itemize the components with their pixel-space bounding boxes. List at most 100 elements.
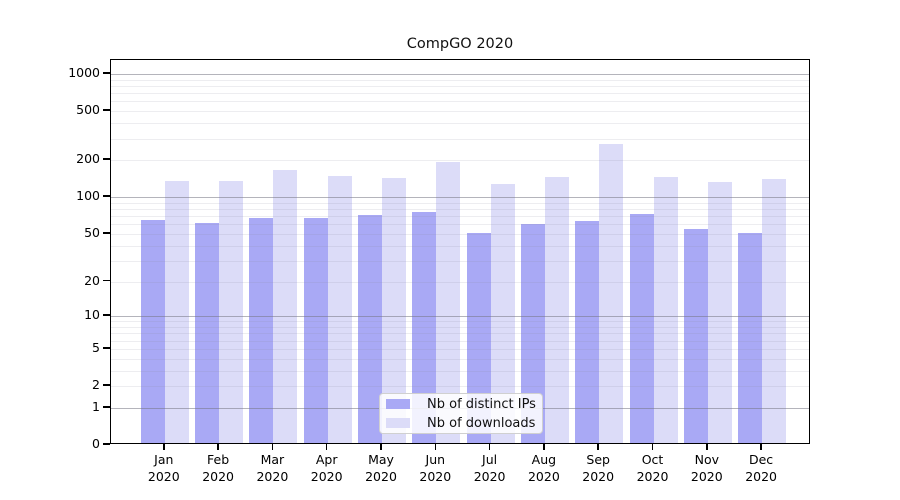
x-tick-label-sep-2020: Sep 2020 [570,452,626,485]
bar-nb-of-downloads-sep-2020 [599,143,624,444]
legend: Nb of distinct IPs Nb of downloads [379,393,543,434]
x-tick-label-jul-2020: Jul 2020 [462,452,518,485]
y-tick-mark-50 [103,232,110,234]
x-tick-label-nov-2020: Nov 2020 [679,452,735,485]
y-tick-mark-20 [103,279,110,282]
gridline-minor-9 [111,321,809,323]
bar-nb-of-downloads-oct-2020 [653,176,678,444]
y-tick-mark-500 [103,109,110,111]
y-tick-label-0: 0 [92,436,100,451]
y-tick-label-1000: 1000 [68,64,100,80]
gridline-minor-800 [111,85,809,87]
y-tick-mark-0 [103,443,110,445]
bar-nb-of-distinct-ips-may-2020 [358,215,382,444]
x-tick-label-may-2020: May 2020 [353,452,409,485]
gridline-minor-300 [111,138,809,140]
x-tick-year: 2020 [527,468,560,484]
x-tick-month: Dec [748,452,774,467]
x-tick-year: 2020 [745,468,777,484]
y-tick-label-50: 50 [84,224,100,240]
x-tick-label-jun-2020: Jun 2020 [407,452,463,485]
gridline-minor-4 [111,358,809,360]
bar-nb-of-downloads-jan-2020 [164,181,189,444]
gridline-minor-50 [111,233,809,235]
y-tick-mark-1000 [103,72,110,74]
gridline-minor-80 [111,209,809,210]
x-tick-mark-oct-2020 [651,444,654,450]
bar-nb-of-distinct-ips-apr-2020 [303,218,328,444]
x-tick-year: 2020 [636,468,669,484]
x-tick-year: 2020 [202,468,234,484]
x-tick-mark-jun-2020 [434,444,437,450]
gridline-minor-30 [111,260,809,262]
bar-nb-of-downloads-apr-2020 [327,176,352,444]
x-tick-mark-jan-2020 [163,444,165,450]
x-tick-month: May [368,452,394,467]
x-tick-label-oct-2020: Oct 2020 [625,452,681,485]
gridline-major-100 [111,197,809,199]
gridline-minor-90 [111,202,809,204]
gridline-minor-7 [111,333,809,335]
y-tick-label-10: 10 [84,307,100,323]
bar-nb-of-distinct-ips-nov-2020 [683,228,708,444]
x-tick-mark-feb-2020 [217,444,219,450]
legend-entry-distinct-ips: Nb of distinct IPs [386,397,542,412]
y-tick-mark-200 [103,158,110,160]
x-tick-month: Sep [586,452,610,467]
chart-title: CompGO 2020 [406,36,514,52]
y-tick-label-1: 1 [92,398,100,414]
y-tick-mark-2 [103,384,110,386]
gridline-minor-500 [111,111,809,113]
x-tick-month: Jun [425,452,446,467]
x-tick-mark-mar-2020 [271,444,274,450]
x-tick-month: Aug [531,452,557,467]
x-tick-month: Jan [154,452,174,467]
y-tick-mark-10 [103,314,110,316]
x-tick-mark-aug-2020 [543,444,545,450]
x-tick-mark-may-2020 [380,444,382,450]
gridline-minor-2 [111,386,809,387]
gridline-minor-6 [111,340,809,342]
bar-nb-of-distinct-ips-sep-2020 [575,220,600,444]
x-tick-mark-dec-2020 [760,444,762,450]
gridline-minor-700 [111,93,809,95]
bar-nb-of-distinct-ips-feb-2020 [195,223,220,444]
x-tick-month: Mar [260,452,285,467]
gridline-minor-3 [111,370,809,372]
x-tick-year: 2020 [147,468,180,484]
bar-nb-of-downloads-aug-2020 [544,177,569,444]
x-tick-mark-sep-2020 [597,444,599,450]
x-tick-month: Apr [315,452,338,467]
gridline-minor-8 [111,327,809,328]
gridline-minor-70 [111,216,809,218]
bar-nb-of-distinct-ips-mar-2020 [249,217,274,444]
y-tick-mark-5 [103,347,110,349]
gridline-minor-20 [111,281,809,283]
x-tick-year: 2020 [582,468,615,484]
gridline-minor-600 [111,101,809,103]
plot-area [110,59,810,444]
gridline-minor-900 [111,79,809,81]
x-tick-year: 2020 [365,468,397,484]
x-tick-year: 2020 [690,468,723,484]
bar-nb-of-downloads-feb-2020 [219,181,244,444]
x-tick-label-aug-2020: Aug 2020 [516,452,572,485]
legend-swatch-distinct-ips [386,398,410,410]
gridline-major-1000 [111,73,809,76]
x-tick-mark-jul-2020 [488,444,491,450]
x-tick-mark-nov-2020 [706,444,708,450]
y-tick-label-2: 2 [92,377,100,392]
legend-label-distinct-ips: Nb of distinct IPs [427,396,536,412]
x-tick-mark-apr-2020 [325,444,328,450]
y-tick-label-100: 100 [76,188,100,204]
x-tick-label-mar-2020: Mar 2020 [244,452,300,485]
bar-nb-of-downloads-mar-2020 [273,169,298,444]
x-tick-month: Jul [482,452,498,467]
y-tick-mark-100 [103,195,110,197]
legend-swatch-downloads [386,417,410,429]
x-tick-label-dec-2020: Dec 2020 [733,452,789,485]
x-tick-label-feb-2020: Feb 2020 [190,452,246,485]
gridline-minor-200 [111,160,809,162]
bar-nb-of-distinct-ips-jan-2020 [140,220,165,444]
